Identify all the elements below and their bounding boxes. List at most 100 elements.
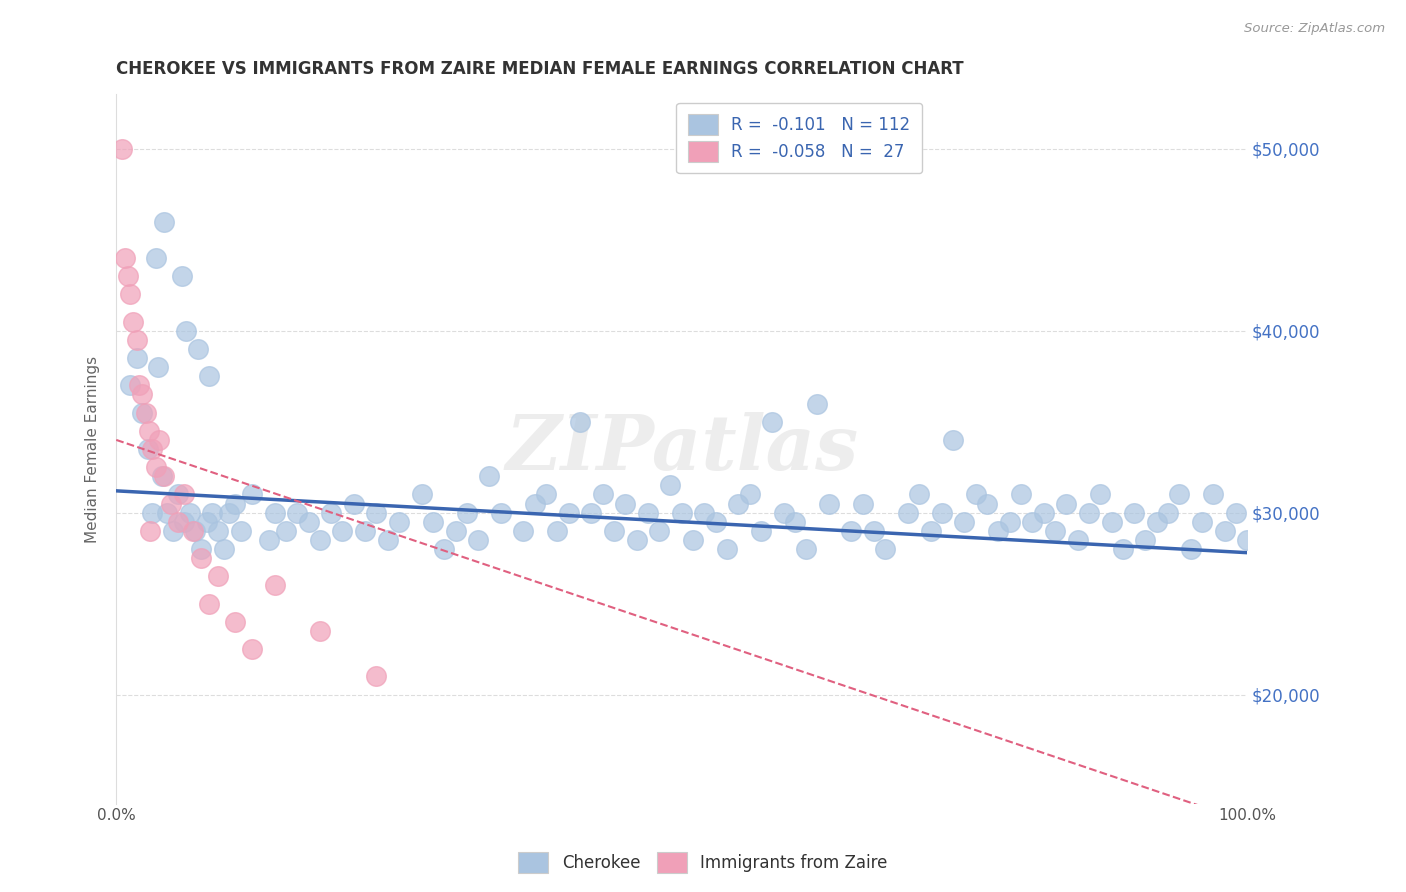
Point xyxy=(783,515,806,529)
Point xyxy=(512,524,534,538)
Point xyxy=(942,433,965,447)
Point xyxy=(1180,542,1202,557)
Point xyxy=(263,506,285,520)
Point xyxy=(1032,506,1054,520)
Point xyxy=(141,442,163,456)
Point xyxy=(141,506,163,520)
Point xyxy=(716,542,738,557)
Point xyxy=(240,487,263,501)
Point xyxy=(1191,515,1213,529)
Point xyxy=(1236,533,1258,547)
Point xyxy=(152,215,174,229)
Point xyxy=(863,524,886,538)
Point xyxy=(953,515,976,529)
Point xyxy=(614,497,637,511)
Point xyxy=(118,378,141,392)
Point xyxy=(998,515,1021,529)
Point xyxy=(749,524,772,538)
Point xyxy=(218,506,240,520)
Point xyxy=(366,506,388,520)
Point xyxy=(1054,497,1077,511)
Text: Source: ZipAtlas.com: Source: ZipAtlas.com xyxy=(1244,22,1385,36)
Point xyxy=(138,424,160,438)
Point xyxy=(146,360,169,375)
Point xyxy=(321,506,343,520)
Point xyxy=(145,251,167,265)
Point xyxy=(478,469,501,483)
Point xyxy=(198,369,221,384)
Point xyxy=(592,487,614,501)
Point xyxy=(308,533,330,547)
Point xyxy=(354,524,377,538)
Point xyxy=(772,506,794,520)
Point xyxy=(467,533,489,547)
Point xyxy=(444,524,467,538)
Point xyxy=(167,487,190,501)
Point xyxy=(212,542,235,557)
Point xyxy=(131,387,153,401)
Point xyxy=(125,333,148,347)
Point xyxy=(159,497,181,511)
Point xyxy=(162,524,184,538)
Point xyxy=(581,506,603,520)
Point xyxy=(1157,506,1180,520)
Point xyxy=(671,506,693,520)
Point xyxy=(366,669,388,683)
Point xyxy=(125,351,148,365)
Text: CHEROKEE VS IMMIGRANTS FROM ZAIRE MEDIAN FEMALE EARNINGS CORRELATION CHART: CHEROKEE VS IMMIGRANTS FROM ZAIRE MEDIAN… xyxy=(117,60,965,78)
Point xyxy=(190,542,212,557)
Point xyxy=(257,533,280,547)
Point xyxy=(1135,533,1157,547)
Point xyxy=(224,497,246,511)
Point xyxy=(794,542,817,557)
Point xyxy=(332,524,354,538)
Point xyxy=(1043,524,1066,538)
Point xyxy=(603,524,626,538)
Point xyxy=(229,524,252,538)
Point xyxy=(1112,542,1135,557)
Point xyxy=(557,506,579,520)
Point xyxy=(1066,533,1088,547)
Point xyxy=(240,642,263,657)
Point xyxy=(1213,524,1236,538)
Point xyxy=(1202,487,1225,501)
Legend: Cherokee, Immigrants from Zaire: Cherokee, Immigrants from Zaire xyxy=(512,846,894,880)
Point xyxy=(167,515,190,529)
Point xyxy=(1101,515,1123,529)
Point xyxy=(1123,506,1146,520)
Point xyxy=(704,515,727,529)
Point xyxy=(411,487,433,501)
Point xyxy=(682,533,704,547)
Point xyxy=(111,142,134,156)
Point xyxy=(659,478,682,492)
Point xyxy=(806,396,828,410)
Point xyxy=(976,497,998,511)
Point xyxy=(263,578,285,592)
Point xyxy=(173,515,195,529)
Point xyxy=(148,433,170,447)
Point xyxy=(136,442,159,456)
Y-axis label: Median Female Earnings: Median Female Earnings xyxy=(86,356,100,542)
Point xyxy=(122,315,145,329)
Point xyxy=(377,533,399,547)
Point xyxy=(489,506,512,520)
Point xyxy=(1021,515,1043,529)
Point xyxy=(908,487,931,501)
Point xyxy=(626,533,648,547)
Legend: R =  -0.101   N = 112, R =  -0.058   N =  27: R = -0.101 N = 112, R = -0.058 N = 27 xyxy=(676,103,922,173)
Point xyxy=(181,524,204,538)
Point xyxy=(343,497,366,511)
Point xyxy=(761,415,783,429)
Point xyxy=(852,497,875,511)
Point xyxy=(118,287,141,301)
Point xyxy=(114,251,136,265)
Point xyxy=(433,542,456,557)
Point xyxy=(1077,506,1099,520)
Point xyxy=(523,497,546,511)
Point xyxy=(1168,487,1191,501)
Point xyxy=(965,487,987,501)
Point xyxy=(727,497,749,511)
Point xyxy=(456,506,478,520)
Point xyxy=(841,524,863,538)
Point xyxy=(128,378,150,392)
